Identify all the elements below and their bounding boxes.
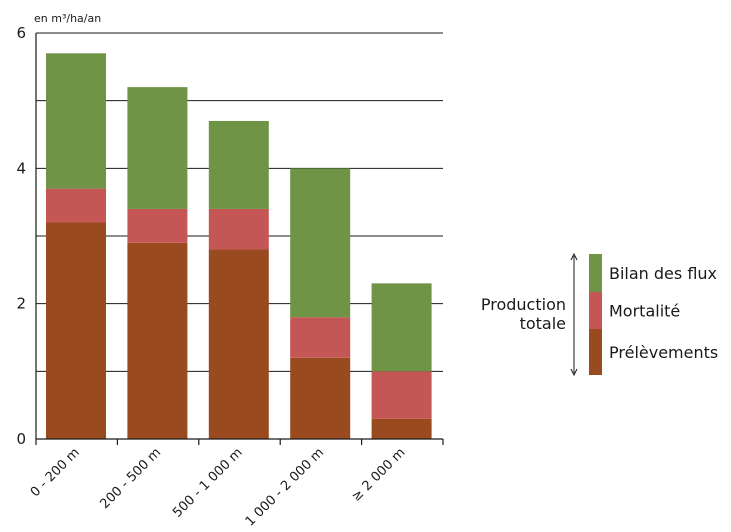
x-tick-label: 1 000 - 2 000 m <box>243 445 327 529</box>
x-tick-labels: 0 - 200 m 200 - 500 m 500 - 1 000 m1 000 -… <box>28 445 409 529</box>
bracket-label: Production <box>481 295 566 314</box>
y-tick-label: 0 <box>16 430 26 448</box>
bar-segment <box>371 418 432 439</box>
x-tick-label: 500 - 1 000 m <box>170 445 246 521</box>
bar-segment <box>290 317 351 358</box>
bar-segment <box>208 120 269 209</box>
bar-segment <box>371 371 432 419</box>
y-tick-label: 4 <box>16 159 26 177</box>
x-tick-label: 200 - 500 m <box>97 445 164 512</box>
axes <box>35 33 444 445</box>
legend-label: Prélèvements <box>609 343 718 362</box>
bracket-arrow-up-icon <box>570 252 578 261</box>
legend-label: Mortalité <box>609 302 680 321</box>
unit-label: en m³/ha/an <box>34 12 101 25</box>
y-tick-labels: 0 2 4 6 <box>16 24 26 448</box>
bracket-label: totale <box>520 314 566 333</box>
y-tick-label: 2 <box>16 295 26 313</box>
bar-segment <box>208 249 269 439</box>
x-tick-label: ≥ 2 000 m <box>349 445 408 504</box>
bar-segment <box>46 188 106 223</box>
legend: Bilan des flux Mortalité Prélèvements Produ… <box>481 252 718 377</box>
legend-swatch <box>589 329 602 375</box>
bar-segment <box>46 53 106 189</box>
x-tick-label: 0 - 200 m <box>28 445 83 500</box>
bar-segment <box>127 87 188 209</box>
bar-segment <box>290 357 351 439</box>
bar-segment <box>371 283 432 372</box>
bar-segment <box>127 242 188 439</box>
bar-segment <box>127 208 188 243</box>
bars <box>46 53 432 439</box>
bracket-arrow-down-icon <box>570 368 578 377</box>
bar-segment <box>208 208 269 250</box>
y-tick-label: 6 <box>16 24 26 42</box>
legend-label: Bilan des flux <box>609 264 717 283</box>
legend-swatch <box>589 254 602 292</box>
bar-segment <box>46 222 106 439</box>
legend-swatch <box>589 292 602 329</box>
bar-segment <box>290 168 351 318</box>
